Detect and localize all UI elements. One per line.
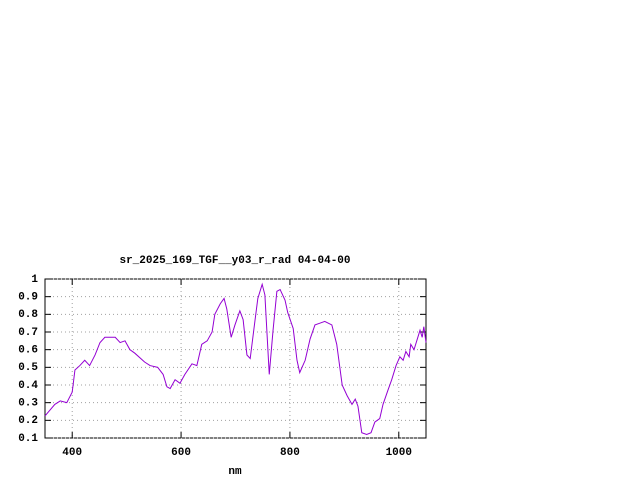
plot-frame bbox=[44, 278, 427, 439]
y-tick-label: 0.4 bbox=[18, 380, 38, 392]
y-tick-label: 0.8 bbox=[18, 309, 38, 321]
x-tick-label: 800 bbox=[280, 447, 300, 459]
x-tick-label: 600 bbox=[171, 447, 191, 459]
chart-title: sr_2025_169_TGF__y03_r_rad 04-04-00 bbox=[119, 255, 350, 267]
y-tick-label: 0.7 bbox=[18, 327, 38, 339]
y-tick-label: 1 bbox=[31, 274, 38, 286]
y-tick-label: 0.2 bbox=[18, 415, 38, 427]
y-tick-label: 0.3 bbox=[18, 398, 38, 410]
y-tick-label: 0.9 bbox=[18, 292, 38, 304]
x-tick-label: 1000 bbox=[386, 447, 412, 459]
data-line bbox=[44, 282, 427, 436]
y-tick-label: 0.5 bbox=[18, 362, 38, 374]
x-tick-label: 400 bbox=[62, 447, 82, 459]
x-axis-label: nm bbox=[228, 466, 242, 478]
y-tick-label: 0.6 bbox=[18, 345, 38, 357]
y-tick-label: 0.1 bbox=[18, 433, 38, 445]
